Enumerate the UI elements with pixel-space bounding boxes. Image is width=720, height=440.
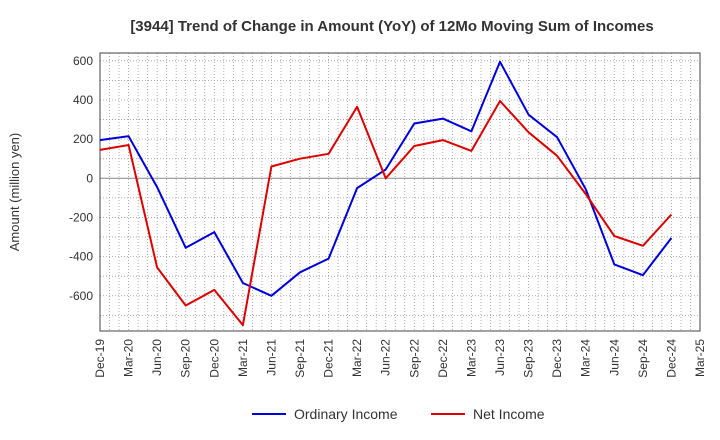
legend: Ordinary Income Net Income — [252, 406, 545, 422]
y-tick-label: 200 — [73, 132, 93, 146]
x-tick-label: Sep-20 — [179, 339, 193, 378]
x-tick-labels: Dec-19 Mar-20 Jun-20 Sep-20 Dec-20 Mar-21 Jun-… — [93, 339, 707, 378]
x-tick-label: Dec-21 — [322, 339, 336, 378]
grid — [100, 53, 700, 331]
x-tick-label: Mar-24 — [579, 339, 593, 377]
y-tick-label: -400 — [69, 250, 93, 264]
x-tick-label: Sep-22 — [407, 339, 421, 378]
x-tick-label: Jun-22 — [379, 339, 393, 376]
x-tick-label: Jun-20 — [150, 339, 164, 376]
series-line-2 — [99, 100, 673, 327]
x-tick-label: Dec-22 — [436, 339, 450, 378]
x-tick-label: Mar-25 — [693, 339, 707, 377]
x-tick-label: Jun-21 — [264, 339, 278, 376]
series-layer — [99, 60, 673, 327]
x-tick-label: Sep-21 — [293, 339, 307, 378]
y-tick-label: 400 — [73, 93, 93, 107]
x-tick-label: Mar-21 — [236, 339, 250, 377]
x-tick-label: Mar-23 — [464, 339, 478, 377]
x-tick-label: Jun-24 — [607, 339, 621, 376]
series-line-1 — [99, 60, 673, 297]
legend-label-2: Net Income — [473, 406, 545, 422]
y-tick-label: 600 — [73, 54, 93, 68]
x-tick-label: Jun-23 — [493, 339, 507, 376]
legend-label-1: Ordinary Income — [294, 406, 398, 422]
y-tick-labels: 600 400 200 0 -200 -400 -600 — [69, 54, 93, 303]
x-tick-label: Mar-22 — [350, 339, 364, 377]
x-tick-label: Mar-20 — [122, 339, 136, 377]
y-tick-label: -600 — [69, 289, 93, 303]
plot-area — [99, 52, 701, 332]
x-tick-label: Dec-24 — [664, 339, 678, 378]
x-tick-label: Dec-23 — [550, 339, 564, 378]
x-tick-label: Sep-24 — [636, 339, 650, 378]
chart-title: [3944] Trend of Change in Amount (YoY) o… — [130, 18, 653, 35]
y-axis-label: Amount (million yen) — [7, 133, 22, 252]
y-tick-label: -200 — [69, 210, 93, 224]
x-tick-label: Dec-20 — [207, 339, 221, 378]
x-tick-label: Sep-23 — [522, 339, 536, 378]
y-tick-label: 0 — [86, 171, 93, 185]
x-tick-label: Dec-19 — [93, 339, 107, 378]
